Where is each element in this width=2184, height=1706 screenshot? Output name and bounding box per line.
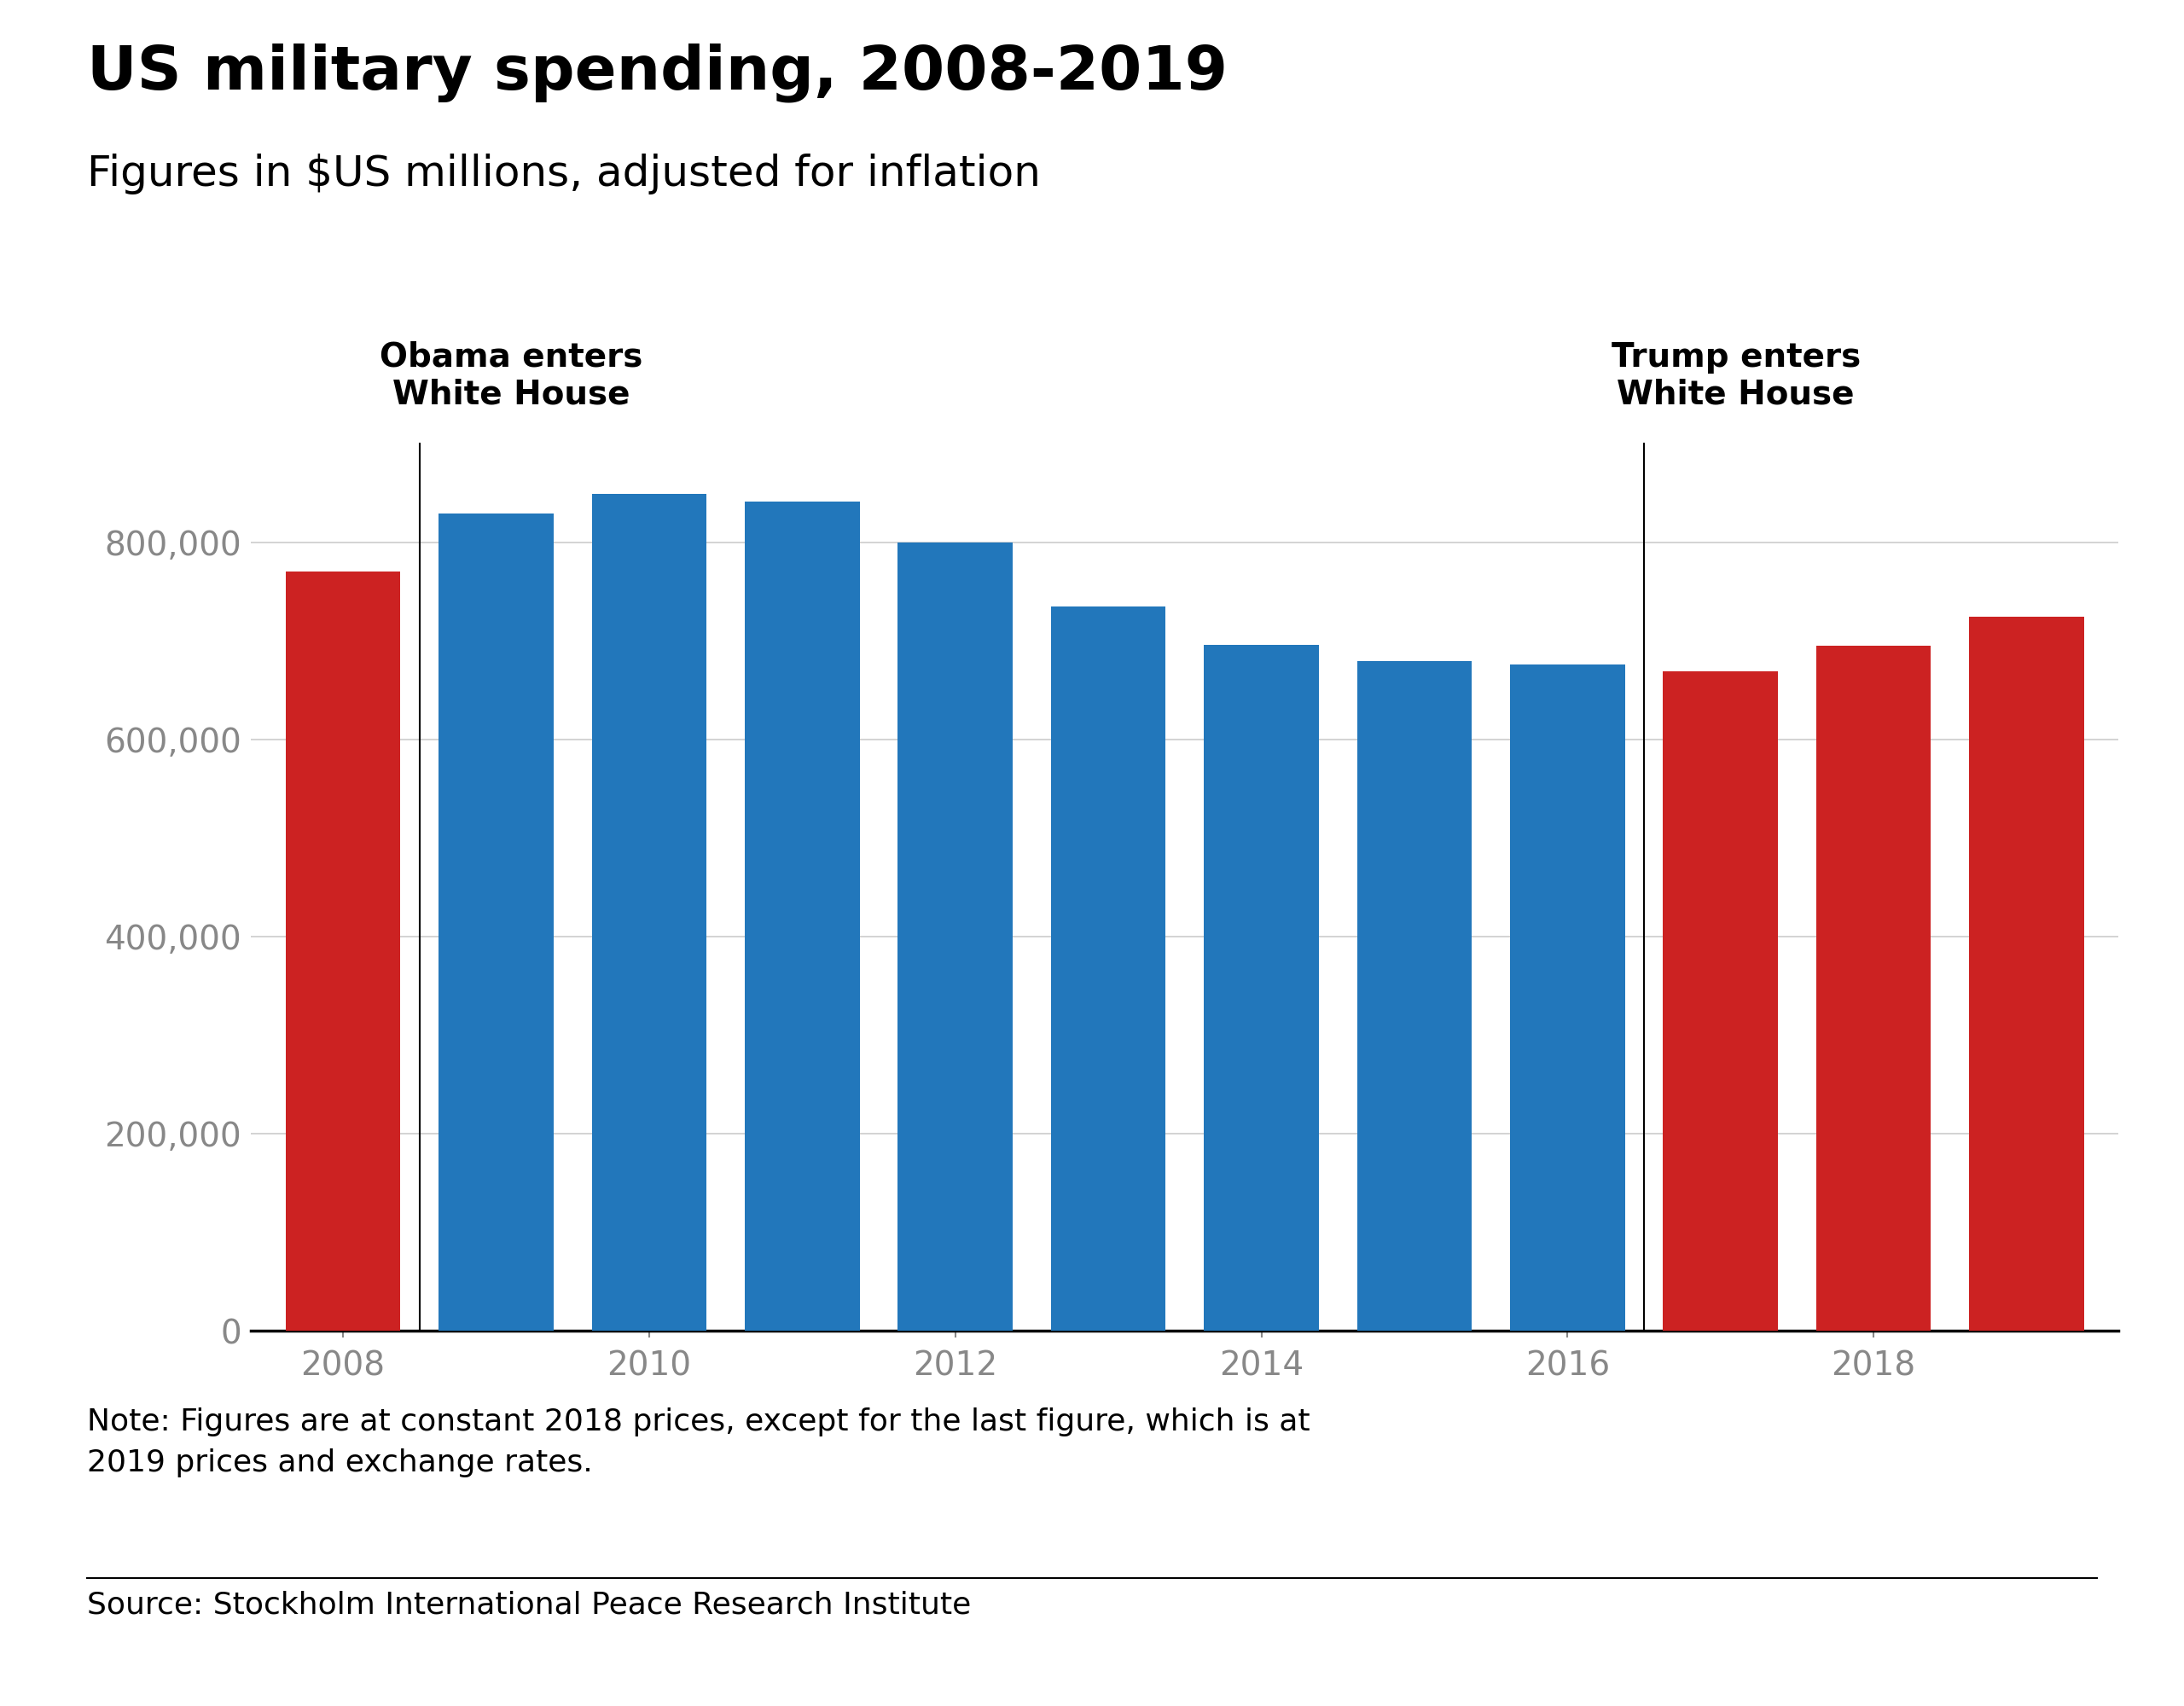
Bar <box>1664 670 1778 1331</box>
Bar <box>1509 664 1625 1331</box>
Bar <box>1203 645 1319 1331</box>
Text: Note: Figures are at constant 2018 prices, except for the last figure, which is : Note: Figures are at constant 2018 price… <box>87 1407 1310 1477</box>
Text: Figures in $US millions, adjusted for inflation: Figures in $US millions, adjusted for in… <box>87 154 1042 194</box>
Text: US military spending, 2008-2019: US military spending, 2008-2019 <box>87 43 1227 102</box>
Bar <box>1970 618 2084 1331</box>
Bar <box>592 493 705 1331</box>
Bar <box>745 502 860 1331</box>
Bar <box>439 514 553 1331</box>
Bar <box>1051 606 1166 1331</box>
Bar <box>1356 662 1472 1331</box>
Text: Source: Stockholm International Peace Research Institute: Source: Stockholm International Peace Re… <box>87 1590 972 1619</box>
Text: BBC: BBC <box>1972 1624 2057 1658</box>
Bar <box>898 543 1013 1331</box>
Bar <box>1817 645 1931 1331</box>
Text: Trump enters
White House: Trump enters White House <box>1612 341 1861 411</box>
Text: Obama enters
White House: Obama enters White House <box>380 341 642 411</box>
Bar <box>286 572 400 1331</box>
